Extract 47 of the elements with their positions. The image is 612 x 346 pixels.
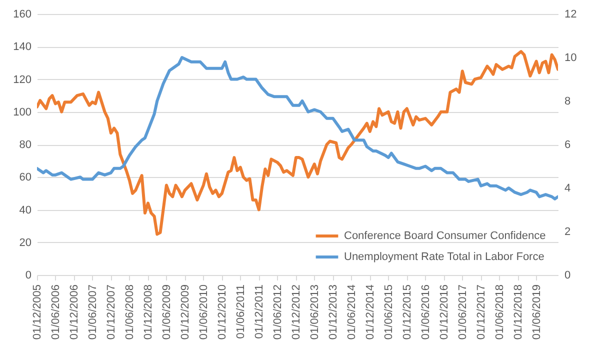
x-tick-label: 01/12/2017 — [475, 284, 488, 340]
x-tick-label: 01/12/2011 — [253, 284, 266, 339]
x-tick-label: 01/06/2013 — [308, 284, 321, 340]
x-tick-label: 01/06/2018 — [494, 284, 506, 340]
y-tick-label: 0 — [25, 270, 32, 282]
line-series — [37, 56, 558, 200]
y-tick-label: 80 — [19, 139, 32, 151]
y-tick-label: 100 — [13, 106, 32, 118]
x-tick-label: 01/12/2010 — [216, 284, 228, 340]
x-tick-label: 01/12/2015 — [401, 284, 414, 340]
x-tick-label: 01/06/2006 — [50, 284, 62, 340]
y2-tick-label: 8 — [564, 96, 571, 108]
x-tick-label: 01/06/2010 — [198, 284, 210, 340]
x-tick-label: 01/12/2012 — [290, 284, 302, 340]
y2-tick-label: 2 — [564, 226, 571, 238]
x-tick-label: 01/12/2008 — [142, 284, 155, 340]
y2-tick-label: 10 — [564, 52, 577, 64]
x-tick-label: 01/12/2006 — [68, 284, 80, 340]
y2-tick-label: 12 — [564, 8, 577, 20]
y-tick-label: 40 — [19, 204, 32, 216]
x-tick-label: 01/12/2014 — [364, 284, 376, 340]
x-tick-label: 01/12/2005 — [32, 284, 44, 340]
legend-label: Unemployment Rate Total in Labor Force — [344, 251, 544, 263]
x-tick-label: 01/12/2018 — [512, 284, 524, 340]
x-tick-label: 01/12/2009 — [179, 284, 192, 340]
y-tick-label: 60 — [19, 172, 32, 184]
legend-label: Conference Board Consumer Confidence — [344, 230, 546, 242]
x-tick-label: 01/12/2016 — [438, 284, 450, 340]
y-tick-label: 120 — [13, 74, 32, 86]
x-tick-label: 01/06/2017 — [456, 284, 469, 340]
y-tick-label: 160 — [13, 8, 32, 20]
x-tick-label: 01/06/2019 — [530, 284, 543, 340]
x-tick-label: 01/06/2012 — [272, 284, 284, 340]
x-tick-label: 01/06/2007 — [86, 284, 99, 340]
y2-tick-label: 6 — [564, 139, 571, 151]
y2-tick-label: 4 — [564, 182, 571, 194]
x-tick-label: 01/06/2008 — [124, 284, 136, 340]
y-tick-label: 20 — [19, 236, 32, 249]
x-tick-label: 01/06/2014 — [346, 284, 358, 340]
x-tick-label: 01/06/2015 — [382, 284, 395, 340]
x-tick-label: 01/12/2013 — [327, 284, 340, 340]
y-tick-label: 140 — [13, 41, 32, 54]
y2-tick-label: 0 — [564, 270, 571, 282]
x-tick-label: 01/06/2016 — [420, 284, 432, 340]
x-tick-label: 01/06/2009 — [160, 284, 173, 340]
x-tick-label: 01/06/2011 — [234, 284, 247, 339]
x-tick-label: 01/12/2007 — [105, 284, 118, 340]
